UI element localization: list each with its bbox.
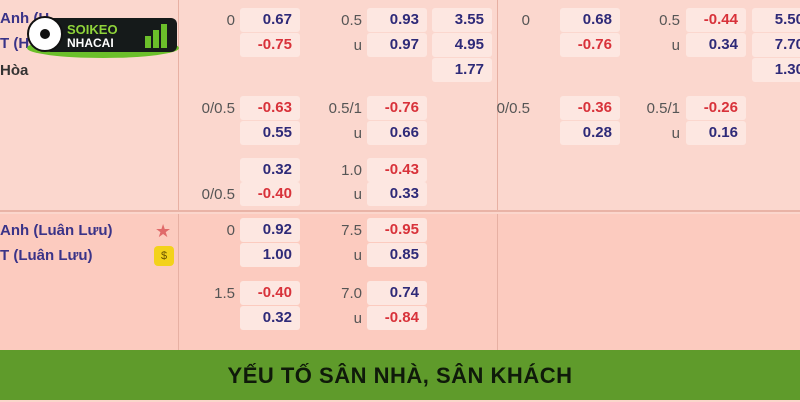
odds-value-button[interactable]: 0.28 [560, 121, 620, 145]
odds-line-label: 0 [521, 12, 530, 29]
odds-value-button[interactable]: 1.30 [752, 58, 800, 82]
odds-value-button[interactable]: 0.55 [240, 121, 300, 145]
odds-value-button[interactable]: 0.93 [367, 8, 427, 32]
svg-text:NHACAI: NHACAI [67, 36, 114, 50]
divider [497, 214, 498, 354]
odds-value-button[interactable]: -0.40 [240, 182, 300, 206]
home-team-name[interactable]: Anh (Luân Lưu) [0, 222, 113, 239]
coin-icon[interactable]: $ [154, 246, 174, 266]
odds-value-button[interactable]: 1.77 [432, 58, 492, 82]
away-team-name[interactable]: T (H [0, 35, 30, 52]
odds-value-button[interactable]: 0.34 [686, 33, 746, 57]
odds-value-button[interactable]: 7.70 [752, 33, 800, 57]
odds-line-label: 1.5 [214, 285, 235, 302]
odds-line-label: 0.5 [659, 12, 680, 29]
divider [178, 214, 179, 354]
odds-value-button[interactable]: 5.50 [752, 8, 800, 32]
odds-line-label: u [353, 125, 362, 142]
odds-value-button[interactable]: -0.40 [240, 281, 300, 305]
odds-line-label: u [353, 186, 362, 203]
divider [497, 0, 498, 210]
odds-line-label: 0.5/1 [328, 100, 362, 117]
banner-title: YẾU TỐ SÂN NHÀ, SÂN KHÁCH [227, 363, 573, 388]
away-team-name[interactable]: T (Luân Lưu) [0, 247, 93, 264]
odds-line-label: 7.0 [341, 285, 362, 302]
odds-line-label: 1.0 [341, 162, 362, 179]
odds-line-label: 0 [226, 12, 235, 29]
odds-value-button[interactable]: 0.32 [240, 306, 300, 330]
divider [178, 0, 179, 210]
odds-line-label: 0/0.5 [201, 100, 235, 117]
odds-value-button[interactable]: -0.43 [367, 158, 427, 182]
odds-value-button[interactable]: 0.97 [367, 33, 427, 57]
odds-line-label: u [353, 247, 362, 264]
odds-value-button[interactable]: -0.76 [367, 96, 427, 120]
odds-value-button[interactable]: -0.95 [367, 218, 427, 242]
odds-value-button[interactable]: 0.32 [240, 158, 300, 182]
odds-line-label: 0/0.5 [201, 186, 235, 203]
odds-line-label: u [353, 37, 362, 54]
odds-line-label: 0/0.5 [496, 100, 530, 117]
odds-value-button[interactable]: 4.95 [432, 33, 492, 57]
odds-line-label: u [671, 125, 680, 142]
odds-value-button[interactable]: -0.76 [560, 33, 620, 57]
odds-line-label: 0.5 [341, 12, 362, 29]
star-icon[interactable]: ★ [155, 221, 172, 241]
odds-line-label: 0 [226, 222, 235, 239]
odds-value-button[interactable]: 0.92 [240, 218, 300, 242]
odds-value-button[interactable]: -0.84 [367, 306, 427, 330]
odds-value-button[interactable]: 0.16 [686, 121, 746, 145]
odds-value-button[interactable]: -0.75 [240, 33, 300, 57]
odds-value-button[interactable]: -0.26 [686, 96, 746, 120]
odds-line-label: u [671, 37, 680, 54]
odds-value-button[interactable]: 0.66 [367, 121, 427, 145]
soikeo-nhacai-logo: SOIKEO NHACAI [27, 16, 179, 58]
svg-text:SOIKEO: SOIKEO [67, 22, 118, 37]
article-banner: YẾU TỐ SÂN NHÀ, SÂN KHÁCH [0, 350, 800, 400]
odds-value-button[interactable]: 1.00 [240, 243, 300, 267]
odds-value-button[interactable]: 0.33 [367, 182, 427, 206]
odds-value-button[interactable]: -0.63 [240, 96, 300, 120]
odds-value-button[interactable]: 3.55 [432, 8, 492, 32]
odds-value-button[interactable]: 0.85 [367, 243, 427, 267]
odds-line-label: 0.5/1 [646, 100, 680, 117]
odds-value-button[interactable]: -0.36 [560, 96, 620, 120]
odds-line-label: 7.5 [341, 222, 362, 239]
odds-value-button[interactable]: 0.68 [560, 8, 620, 32]
odds-value-button[interactable]: -0.44 [686, 8, 746, 32]
draw-label: Hòa [0, 62, 29, 79]
odds-value-button[interactable]: 0.67 [240, 8, 300, 32]
odds-line-label: u [353, 310, 362, 327]
odds-value-button[interactable]: 0.74 [367, 281, 427, 305]
